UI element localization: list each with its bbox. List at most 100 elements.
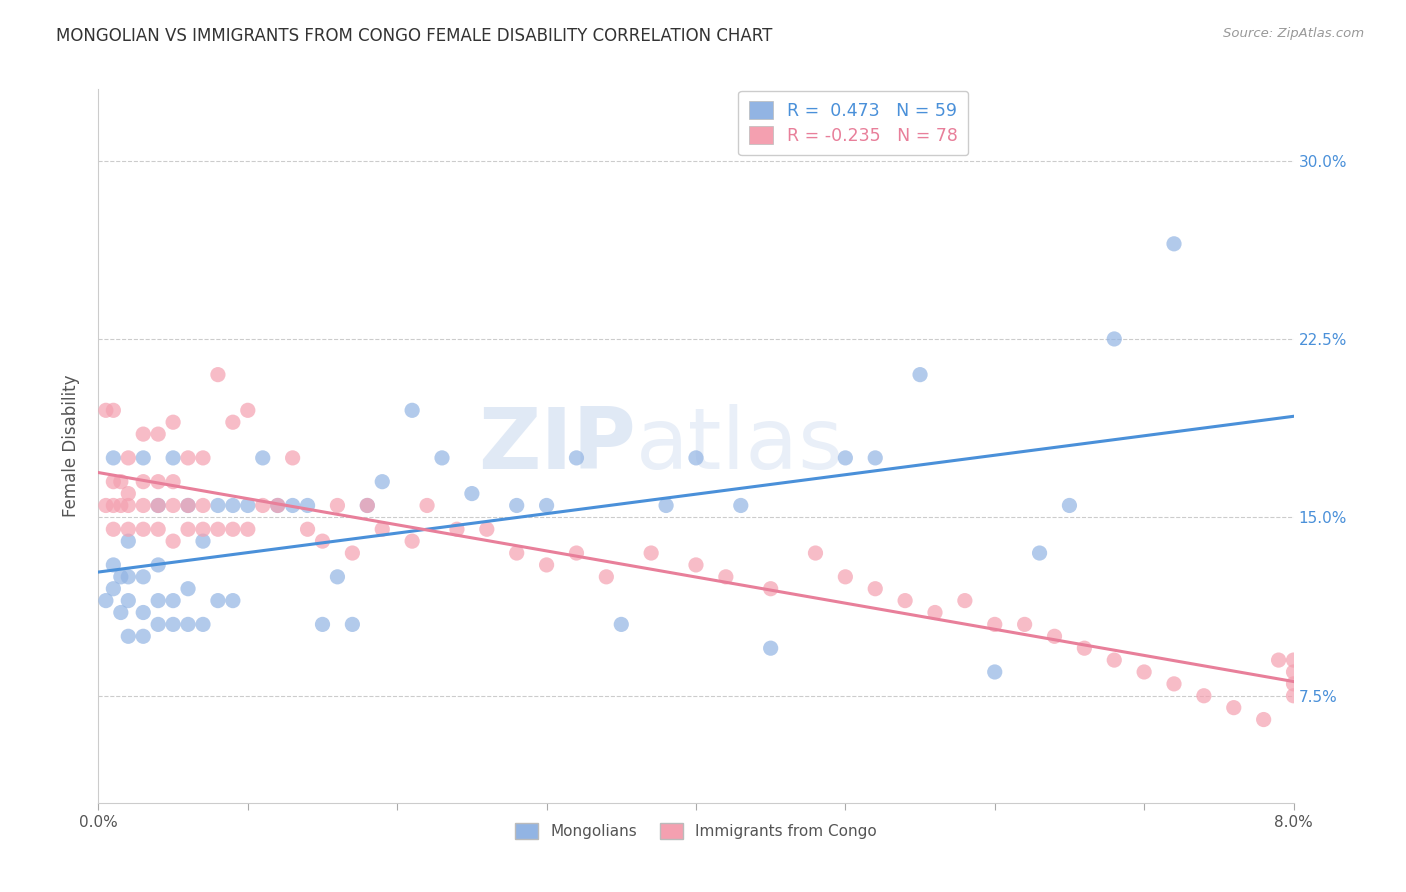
Point	[148, 593, 170, 607]
Point	[162, 534, 184, 549]
Point	[191, 522, 214, 536]
Point	[730, 499, 752, 513]
Point	[103, 522, 125, 536]
Point	[252, 499, 274, 513]
Point	[207, 522, 229, 536]
Point	[1104, 653, 1126, 667]
Point	[222, 499, 245, 513]
Point	[177, 499, 200, 513]
Point	[461, 486, 484, 500]
Point	[1059, 499, 1081, 513]
Point	[236, 499, 259, 513]
Text: atlas: atlas	[637, 404, 844, 488]
Point	[222, 522, 245, 536]
Point	[984, 617, 1007, 632]
Point	[103, 499, 125, 513]
Point	[267, 499, 290, 513]
Point	[117, 499, 139, 513]
Point	[103, 558, 125, 572]
Point	[148, 522, 170, 536]
Point	[132, 606, 155, 620]
Point	[342, 617, 364, 632]
Point	[865, 582, 887, 596]
Point	[685, 558, 707, 572]
Point	[1043, 629, 1066, 643]
Point	[110, 475, 132, 489]
Point	[1104, 332, 1126, 346]
Point	[162, 593, 184, 607]
Point	[103, 582, 125, 596]
Point	[148, 475, 170, 489]
Point	[103, 450, 125, 465]
Point	[565, 450, 588, 465]
Point	[281, 450, 304, 465]
Point	[595, 570, 617, 584]
Text: Source: ZipAtlas.com: Source: ZipAtlas.com	[1223, 27, 1364, 40]
Text: MONGOLIAN VS IMMIGRANTS FROM CONGO FEMALE DISABILITY CORRELATION CHART: MONGOLIAN VS IMMIGRANTS FROM CONGO FEMAL…	[56, 27, 773, 45]
Point	[356, 499, 378, 513]
Point	[924, 606, 946, 620]
Point	[191, 450, 214, 465]
Point	[117, 534, 139, 549]
Point	[148, 558, 170, 572]
Point	[326, 570, 349, 584]
Point	[953, 593, 976, 607]
Point	[804, 546, 827, 560]
Point	[132, 570, 155, 584]
Point	[536, 499, 558, 513]
Point	[191, 534, 214, 549]
Point	[416, 499, 439, 513]
Point	[162, 415, 184, 429]
Point	[1028, 546, 1050, 560]
Point	[655, 499, 678, 513]
Point	[281, 499, 304, 513]
Point	[236, 522, 259, 536]
Point	[207, 593, 229, 607]
Point	[371, 522, 394, 536]
Point	[865, 450, 887, 465]
Legend: Mongolians, Immigrants from Congo: Mongolians, Immigrants from Congo	[509, 817, 883, 845]
Point	[132, 499, 155, 513]
Point	[132, 427, 155, 442]
Point	[94, 403, 117, 417]
Point	[177, 499, 200, 513]
Point	[177, 617, 200, 632]
Point	[162, 450, 184, 465]
Text: ZIP: ZIP	[478, 404, 637, 488]
Point	[117, 450, 139, 465]
Point	[94, 499, 117, 513]
Point	[506, 499, 529, 513]
Point	[236, 403, 259, 417]
Point	[506, 546, 529, 560]
Point	[162, 617, 184, 632]
Point	[834, 570, 856, 584]
Point	[311, 534, 333, 549]
Point	[267, 499, 290, 513]
Point	[148, 617, 170, 632]
Point	[475, 522, 498, 536]
Point	[297, 522, 319, 536]
Point	[640, 546, 662, 560]
Point	[371, 475, 394, 489]
Point	[207, 499, 229, 513]
Point	[565, 546, 588, 560]
Point	[191, 617, 214, 632]
Point	[401, 534, 423, 549]
Point	[117, 570, 139, 584]
Point	[148, 499, 170, 513]
Point	[162, 475, 184, 489]
Point	[148, 499, 170, 513]
Point	[222, 415, 245, 429]
Point	[610, 617, 633, 632]
Point	[1282, 689, 1305, 703]
Point	[177, 450, 200, 465]
Point	[894, 593, 917, 607]
Point	[1163, 236, 1185, 251]
Point	[984, 665, 1007, 679]
Point	[252, 450, 274, 465]
Point	[714, 570, 737, 584]
Point	[132, 629, 155, 643]
Point	[117, 486, 139, 500]
Point	[342, 546, 364, 560]
Point	[132, 450, 155, 465]
